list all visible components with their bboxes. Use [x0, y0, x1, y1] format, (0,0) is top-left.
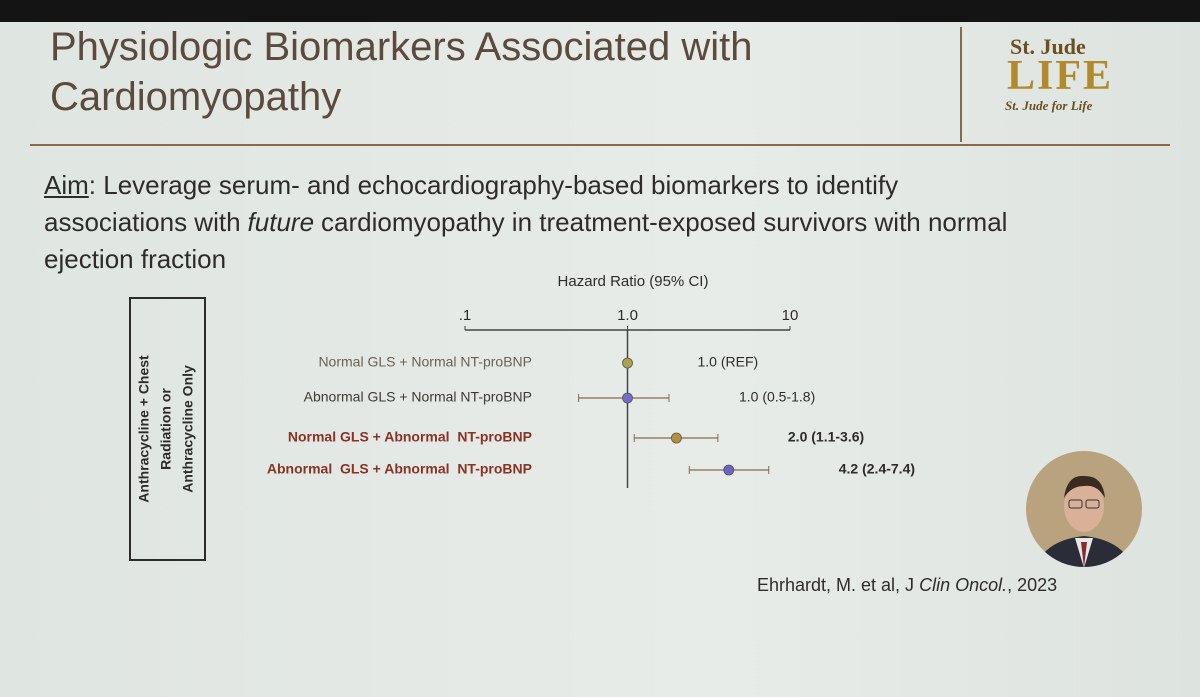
group-box — [129, 297, 206, 561]
value-label: 1.0 (0.5-1.8) — [739, 389, 815, 405]
point — [671, 432, 682, 444]
group-label: Anthracycline + Chest Radiation or Anthr… — [136, 355, 196, 503]
row-label: Normal GLS + Abnormal NT-proBNP — [288, 429, 532, 445]
citation: Ehrhardt, M. et al, J Clin Oncol., 2023 — [757, 575, 1057, 596]
logo-top: St. Jude — [1010, 34, 1086, 59]
author-photo — [1026, 451, 1142, 567]
x-tick-label: 1.0 — [617, 307, 638, 324]
logo-bottom: St. Jude for Life — [1005, 98, 1093, 113]
slide: Physiologic Biomarkers Associated with C… — [0, 22, 1200, 697]
aim: Aim: Leverage serum- and echocardiograph… — [44, 167, 1007, 278]
title-line: Cardiomyopathy — [50, 75, 342, 119]
divider — [30, 144, 1170, 146]
aim-text: : Leverage serum- and echocardiography-b… — [88, 170, 899, 200]
value-label: 2.0 (1.1-3.6) — [788, 429, 864, 445]
citation-text: , 2023 — [1007, 575, 1058, 595]
point — [622, 357, 633, 369]
value-label: 1.0 (REF) — [698, 354, 759, 370]
row-label: Abnormal GLS + Normal NT-proBNP — [304, 389, 532, 405]
divider — [960, 27, 962, 142]
aim-text: ejection fraction — [44, 244, 227, 274]
forest-plot: Anthracycline + Chest Radiation or Anthr… — [129, 273, 915, 561]
x-tick-label: .1 — [459, 307, 472, 324]
point — [723, 464, 735, 476]
aim-label: Aim — [44, 170, 89, 200]
citation-text: Ehrhardt, M. et al, J — [757, 575, 915, 595]
x-tick-label: 10 — [782, 307, 799, 324]
aim-text: cardiomyopathy in treatment-exposed surv… — [321, 207, 1008, 237]
value-label: 4.2 (2.4-7.4) — [839, 461, 915, 477]
group-label-line: Anthracycline Only — [180, 365, 196, 493]
row-label: Abnormal GLS + Abnormal NT-proBNP — [267, 461, 532, 477]
citation-journal: Clin Oncol. — [919, 575, 1008, 595]
group-label-line: Anthracycline + Chest — [136, 355, 152, 503]
aim-emphasis: future — [247, 207, 315, 237]
axis-title: Hazard Ratio (95% CI) — [558, 273, 709, 290]
slide-title: Physiologic Biomarkers Associated with C… — [50, 22, 753, 122]
title-line: Physiologic Biomarkers Associated with — [50, 25, 753, 69]
logo-main: LIFE — [1007, 53, 1114, 99]
group-label-line: Radiation or — [158, 388, 174, 470]
aim-text: associations with — [44, 207, 241, 237]
row-label: Normal GLS + Normal NT-proBNP — [318, 354, 532, 370]
point — [622, 392, 633, 404]
